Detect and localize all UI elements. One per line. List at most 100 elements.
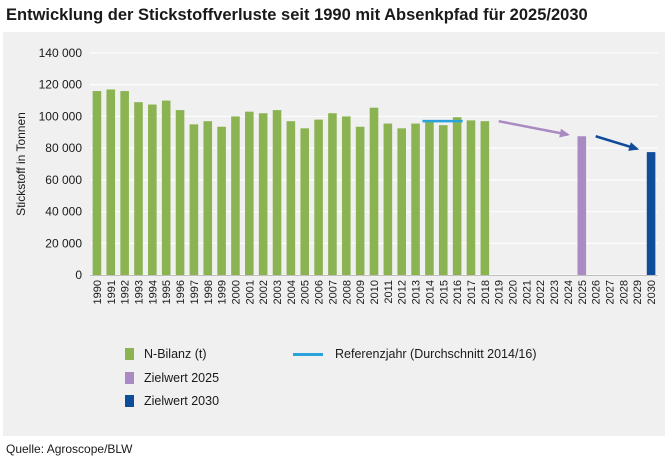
y-axis-title: Stickstoff in Tonnen — [14, 112, 28, 216]
x-tick-label: 2023 — [549, 280, 561, 304]
bar-n-bilanz-t-2012 — [397, 128, 407, 275]
y-tick-label: 80 000 — [45, 141, 82, 155]
legend-item-zielwert-2030: Zielwert 2030 — [125, 393, 219, 409]
bar-n-bilanz-t-2001 — [245, 111, 254, 276]
source-note: Quelle: Agroscope/BLW — [6, 442, 133, 456]
y-tick-label: 40 000 — [45, 205, 82, 219]
chart-title: Entwicklung der Stickstoffverluste seit … — [6, 6, 588, 24]
chart-area: 0 20 000 40 000 60 000 80 000 100 000 120 000 1… — [3, 32, 665, 436]
bar-zielwert-2025-2025 — [577, 136, 587, 275]
x-tick-label: 2015 — [438, 280, 450, 304]
bar-n-bilanz-t-2018 — [480, 121, 490, 275]
legend-label-zielwert-2030: Zielwert 2030 — [144, 394, 220, 408]
bar-n-bilanz-t-2015 — [438, 125, 448, 276]
x-tick-label: 2007 — [327, 280, 339, 304]
legend-item-referenzjahr: Referenzjahr (Durchschnitt 2014/16) — [293, 346, 537, 362]
x-tick-label: 1994 — [147, 280, 159, 304]
x-tick-label: 2009 — [355, 280, 367, 304]
x-tick-label: 2027 — [605, 280, 617, 304]
x-tick-label: 2029 — [632, 280, 644, 304]
x-tick-label: 2026 — [591, 280, 603, 304]
bar-n-bilanz-t-1999 — [217, 126, 226, 275]
x-tick-label: 2018 — [480, 280, 492, 304]
bar-zielwert-2030-2030 — [646, 152, 656, 275]
x-tick-label: 1996 — [175, 280, 187, 304]
bar-n-bilanz-t-2006 — [314, 119, 323, 275]
x-tick-label: 2004 — [286, 280, 298, 304]
legend-label-n-bilanz: N-Bilanz (t) — [144, 347, 207, 361]
y-tick-label: 140 000 — [39, 46, 83, 60]
trend-arrow-head-1 — [559, 128, 570, 138]
x-tick-label: 2016 — [452, 280, 464, 304]
legend-swatch-referenzjahr — [293, 352, 323, 356]
x-tick-label: 1991 — [106, 280, 118, 304]
bar-n-bilanz-t-1990 — [92, 91, 102, 275]
x-tick-label: 2000 — [230, 280, 242, 304]
legend-label-referenzjahr: Referenzjahr (Durchschnitt 2014/16) — [335, 347, 537, 361]
x-tick-label: 2028 — [618, 280, 630, 304]
bar-n-bilanz-t-2016 — [452, 117, 462, 275]
x-tick-label: 2022 — [535, 280, 547, 304]
x-tick-label: 2024 — [563, 280, 575, 304]
x-tick-label: 1995 — [161, 280, 173, 304]
trend-arrow-head-2 — [628, 142, 640, 151]
bar-n-bilanz-t-2013 — [411, 123, 420, 275]
x-tick-label: 2006 — [314, 280, 326, 304]
legend-item-n-bilanz: N-Bilanz (t) — [125, 346, 207, 362]
x-tick-label: 2019 — [494, 280, 506, 304]
bar-n-bilanz-t-1992 — [120, 91, 129, 275]
bar-n-bilanz-t-1996 — [175, 110, 185, 275]
y-tick-label: 20 000 — [45, 236, 82, 250]
x-tick-label: 1990 — [92, 280, 104, 304]
bar-n-bilanz-t-2004 — [286, 121, 296, 275]
y-tick-label: 0 — [75, 268, 82, 282]
legend-swatch-n-bilanz — [125, 348, 134, 360]
bar-n-bilanz-t-1995 — [161, 100, 171, 275]
x-tick-label: 2012 — [397, 280, 409, 304]
x-tick-label: 2020 — [508, 280, 520, 304]
bar-n-bilanz-t-1993 — [134, 102, 143, 276]
bar-n-bilanz-t-2011 — [383, 123, 393, 275]
x-tick-label: 2002 — [258, 280, 270, 304]
x-tick-label: 1998 — [203, 280, 215, 304]
bar-n-bilanz-t-2014 — [425, 121, 434, 275]
x-tick-label: 2001 — [244, 280, 256, 304]
legend-swatch-zielwert-2030 — [125, 395, 134, 407]
x-tick-label: 1992 — [120, 280, 132, 304]
x-tick-label: 2013 — [411, 280, 423, 304]
x-tick-label: 2011 — [383, 280, 395, 304]
x-tick-label: 2003 — [272, 280, 284, 304]
x-tick-label: 1993 — [133, 280, 145, 304]
x-tick-label: 2021 — [521, 280, 533, 304]
x-tick-label: 1997 — [189, 280, 201, 304]
bar-n-bilanz-t-1991 — [106, 89, 116, 275]
bar-n-bilanz-t-2007 — [328, 113, 337, 275]
legend-label-zielwert-2025: Zielwert 2025 — [144, 371, 220, 385]
bar-n-bilanz-t-1994 — [148, 104, 157, 276]
chart-plot: 0 20 000 40 000 60 000 80 000 100 000 120 000 1… — [14, 46, 658, 304]
bar-n-bilanz-t-2009 — [355, 126, 365, 275]
y-tick-label: 100 000 — [39, 109, 83, 123]
x-tick-label: 2014 — [424, 280, 436, 304]
x-tick-label: 2017 — [466, 280, 478, 304]
x-tick-label: 2025 — [577, 280, 589, 304]
x-tick-label: 2008 — [341, 280, 353, 304]
bar-n-bilanz-t-2003 — [272, 110, 282, 275]
legend-item-zielwert-2025: Zielwert 2025 — [125, 370, 219, 386]
x-tick-label: 2030 — [646, 280, 658, 304]
bar-n-bilanz-t-2008 — [341, 116, 351, 275]
bar-n-bilanz-t-1998 — [203, 121, 213, 275]
y-tick-label: 120 000 — [39, 78, 83, 92]
y-tick-label: 60 000 — [45, 173, 82, 187]
bar-n-bilanz-t-2000 — [231, 116, 240, 275]
bar-n-bilanz-t-2017 — [466, 120, 476, 276]
bar-n-bilanz-t-2005 — [300, 128, 310, 275]
x-tick-label: 1999 — [217, 280, 229, 304]
trend-arrow-line-1 — [498, 119, 569, 136]
bar-n-bilanz-t-2002 — [258, 113, 268, 275]
x-tick-label: 2005 — [300, 280, 312, 304]
bar-n-bilanz-t-2010 — [369, 107, 379, 275]
x-tick-label: 2010 — [369, 280, 381, 304]
bar-n-bilanz-t-1997 — [189, 124, 199, 275]
legend-swatch-zielwert-2025 — [125, 372, 134, 384]
